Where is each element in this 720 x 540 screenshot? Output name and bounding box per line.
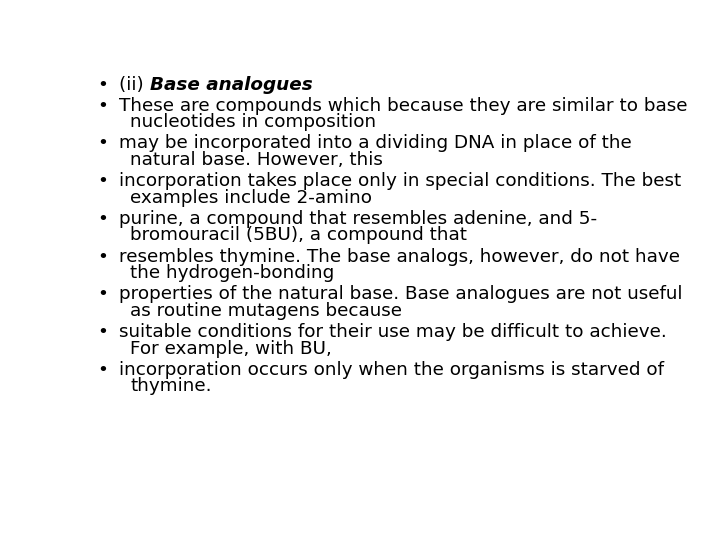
- Text: suitable conditions for their use may be difficult to achieve.: suitable conditions for their use may be…: [120, 323, 667, 341]
- Text: •: •: [98, 134, 109, 152]
- Text: •: •: [98, 248, 109, 266]
- Text: •: •: [98, 323, 109, 341]
- Text: •: •: [98, 97, 109, 115]
- Text: properties of the natural base. Base analogues are not useful: properties of the natural base. Base ana…: [120, 286, 683, 303]
- Text: For example, with BU,: For example, with BU,: [130, 340, 332, 357]
- Text: the hydrogen-bonding: the hydrogen-bonding: [130, 264, 335, 282]
- Text: may be incorporated into a dividing DNA in place of the: may be incorporated into a dividing DNA …: [120, 134, 632, 152]
- Text: •: •: [98, 172, 109, 190]
- Text: thymine.: thymine.: [130, 377, 212, 395]
- Text: •: •: [98, 286, 109, 303]
- Text: natural base. However, this: natural base. However, this: [130, 151, 383, 169]
- Text: •: •: [98, 76, 109, 93]
- Text: •: •: [98, 361, 109, 379]
- Text: as routine mutagens because: as routine mutagens because: [130, 302, 402, 320]
- Text: resembles thymine. The base analogs, however, do not have: resembles thymine. The base analogs, how…: [120, 248, 680, 266]
- Text: purine, a compound that resembles adenine, and 5-: purine, a compound that resembles adenin…: [120, 210, 598, 228]
- Text: •: •: [98, 210, 109, 228]
- Text: These are compounds which because they are similar to base: These are compounds which because they a…: [120, 97, 688, 115]
- Text: nucleotides in composition: nucleotides in composition: [130, 113, 377, 131]
- Text: examples include 2-amino: examples include 2-amino: [130, 189, 372, 207]
- Text: incorporation occurs only when the organisms is starved of: incorporation occurs only when the organ…: [120, 361, 665, 379]
- Text: (ii): (ii): [120, 76, 150, 93]
- Text: Base analogues: Base analogues: [150, 76, 312, 93]
- Text: incorporation takes place only in special conditions. The best: incorporation takes place only in specia…: [120, 172, 682, 190]
- Text: bromouracil (5BU), a compound that: bromouracil (5BU), a compound that: [130, 226, 467, 245]
